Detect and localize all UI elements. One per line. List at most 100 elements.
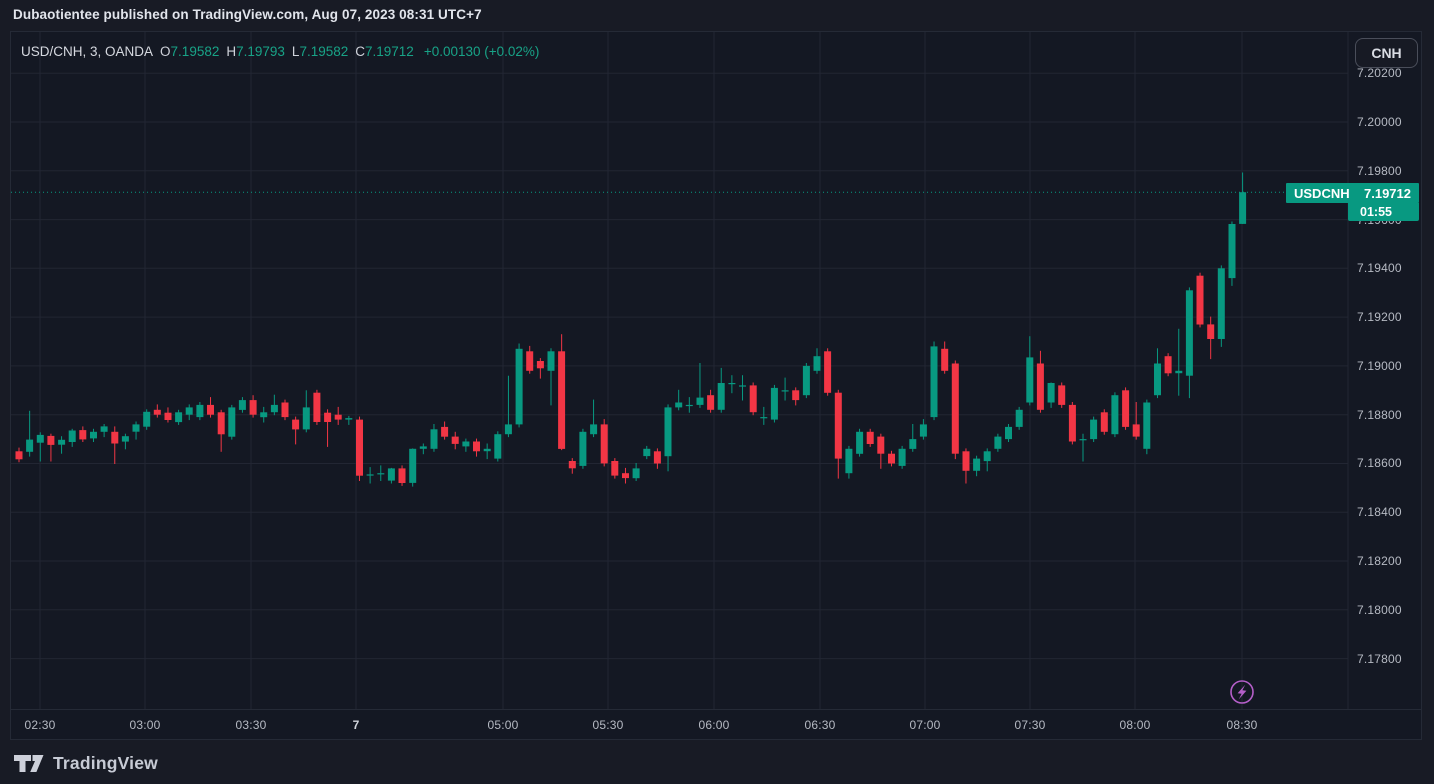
candle[interactable] — [994, 436, 1002, 449]
candle[interactable] — [175, 412, 183, 423]
candle[interactable] — [1207, 324, 1215, 339]
candle[interactable] — [1228, 224, 1236, 279]
candle[interactable] — [313, 392, 321, 422]
candle[interactable] — [1026, 357, 1034, 403]
currency-button[interactable]: CNH — [1355, 38, 1418, 68]
candle[interactable] — [58, 439, 66, 445]
candle[interactable] — [15, 451, 23, 460]
flash-bolt-icon[interactable] — [1237, 684, 1247, 700]
candle[interactable] — [515, 348, 523, 425]
candle[interactable] — [536, 361, 544, 369]
candle[interactable] — [100, 426, 108, 432]
candle[interactable] — [430, 429, 438, 449]
candle[interactable] — [760, 417, 768, 419]
candle[interactable] — [643, 448, 651, 457]
candle[interactable] — [611, 461, 619, 476]
time-axis[interactable]: 02:30 03:00 03:30 7 05:00 05:30 06:00 06:30 07:0… — [11, 709, 1421, 739]
candle[interactable] — [824, 351, 832, 393]
candle[interactable] — [845, 448, 853, 474]
candle[interactable] — [121, 436, 129, 442]
candle[interactable] — [962, 451, 970, 471]
candle[interactable] — [1058, 385, 1066, 405]
candle[interactable] — [1154, 363, 1161, 396]
candle[interactable] — [717, 383, 725, 410]
candle[interactable] — [941, 348, 949, 371]
candle[interactable] — [1015, 409, 1023, 427]
candle[interactable] — [387, 468, 395, 481]
candle[interactable] — [675, 402, 683, 408]
candle[interactable] — [1175, 370, 1183, 374]
candle[interactable] — [919, 424, 927, 437]
candle[interactable] — [802, 365, 810, 396]
candle[interactable] — [739, 385, 746, 387]
candle[interactable] — [877, 436, 885, 454]
candle[interactable] — [558, 351, 566, 449]
candlestick-chart[interactable] — [11, 32, 1421, 739]
symbol-title[interactable]: USD/CNH, 3, OANDA — [21, 43, 154, 59]
candle[interactable] — [696, 397, 704, 405]
candle[interactable] — [653, 451, 661, 464]
flash-icon[interactable] — [1230, 680, 1254, 704]
candle[interactable] — [1122, 390, 1130, 427]
candle[interactable] — [260, 412, 268, 418]
candle[interactable] — [856, 431, 864, 454]
candle[interactable] — [1047, 383, 1055, 403]
candle[interactable] — [728, 383, 736, 385]
candle[interactable] — [973, 458, 981, 471]
candle[interactable] — [409, 448, 417, 483]
candle[interactable] — [547, 351, 555, 371]
candle[interactable] — [90, 431, 97, 439]
candle[interactable] — [483, 448, 491, 452]
candle[interactable] — [47, 435, 55, 445]
candle[interactable] — [143, 411, 151, 427]
candle[interactable] — [419, 446, 427, 449]
candle[interactable] — [1196, 275, 1204, 325]
candle[interactable] — [707, 395, 715, 410]
candle[interactable] — [1185, 290, 1193, 376]
candle[interactable] — [632, 468, 640, 479]
candle[interactable] — [207, 404, 214, 415]
candle[interactable] — [281, 402, 289, 418]
candle[interactable] — [813, 356, 821, 371]
candle[interactable] — [1143, 402, 1151, 449]
candle[interactable] — [238, 400, 246, 410]
candle[interactable] — [1100, 412, 1108, 432]
candle[interactable] — [494, 434, 502, 459]
tradingview-logo[interactable]: TradingView — [13, 750, 158, 776]
candle[interactable] — [68, 430, 76, 443]
candle[interactable] — [153, 409, 161, 415]
candle[interactable] — [473, 441, 480, 452]
candle[interactable] — [590, 424, 598, 435]
candle[interactable] — [1164, 356, 1172, 374]
candle[interactable] — [1090, 419, 1098, 440]
candle[interactable] — [792, 390, 800, 401]
candle[interactable] — [26, 439, 34, 452]
candle[interactable] — [504, 424, 512, 435]
candle[interactable] — [579, 431, 587, 466]
candle[interactable] — [1079, 439, 1087, 441]
candle[interactable] — [196, 404, 204, 418]
candle[interactable] — [249, 400, 257, 415]
candle[interactable] — [132, 424, 140, 432]
candle[interactable] — [1132, 424, 1140, 437]
candle[interactable] — [1068, 404, 1076, 442]
candle[interactable] — [770, 387, 778, 420]
candle[interactable] — [36, 434, 44, 443]
candle[interactable] — [334, 414, 342, 420]
candle[interactable] — [568, 461, 576, 469]
candle[interactable] — [866, 431, 874, 444]
candle[interactable] — [324, 412, 332, 422]
price-axis[interactable]: 7.202007.200007.198007.196007.194007.192… — [1348, 32, 1422, 709]
candle[interactable] — [302, 407, 310, 430]
candle[interactable] — [377, 473, 385, 475]
candle[interactable] — [1111, 395, 1119, 435]
candle[interactable] — [185, 407, 193, 415]
candle[interactable] — [1217, 268, 1225, 339]
candle[interactable] — [292, 419, 300, 430]
candle[interactable] — [462, 441, 470, 447]
candle[interactable] — [79, 430, 87, 440]
candle[interactable] — [622, 473, 629, 479]
candle[interactable] — [398, 468, 406, 483]
candle[interactable] — [526, 351, 534, 371]
candle[interactable] — [270, 404, 278, 413]
